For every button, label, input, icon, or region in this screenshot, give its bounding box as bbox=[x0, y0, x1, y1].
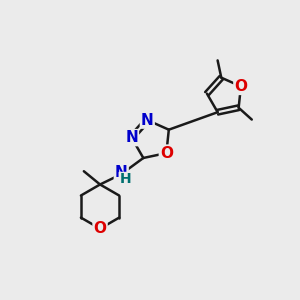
Text: O: O bbox=[94, 221, 106, 236]
Text: N: N bbox=[125, 130, 138, 145]
Text: N: N bbox=[115, 165, 128, 180]
Text: O: O bbox=[234, 79, 248, 94]
Text: N: N bbox=[141, 112, 154, 128]
Text: H: H bbox=[119, 172, 131, 187]
Text: O: O bbox=[160, 146, 173, 160]
